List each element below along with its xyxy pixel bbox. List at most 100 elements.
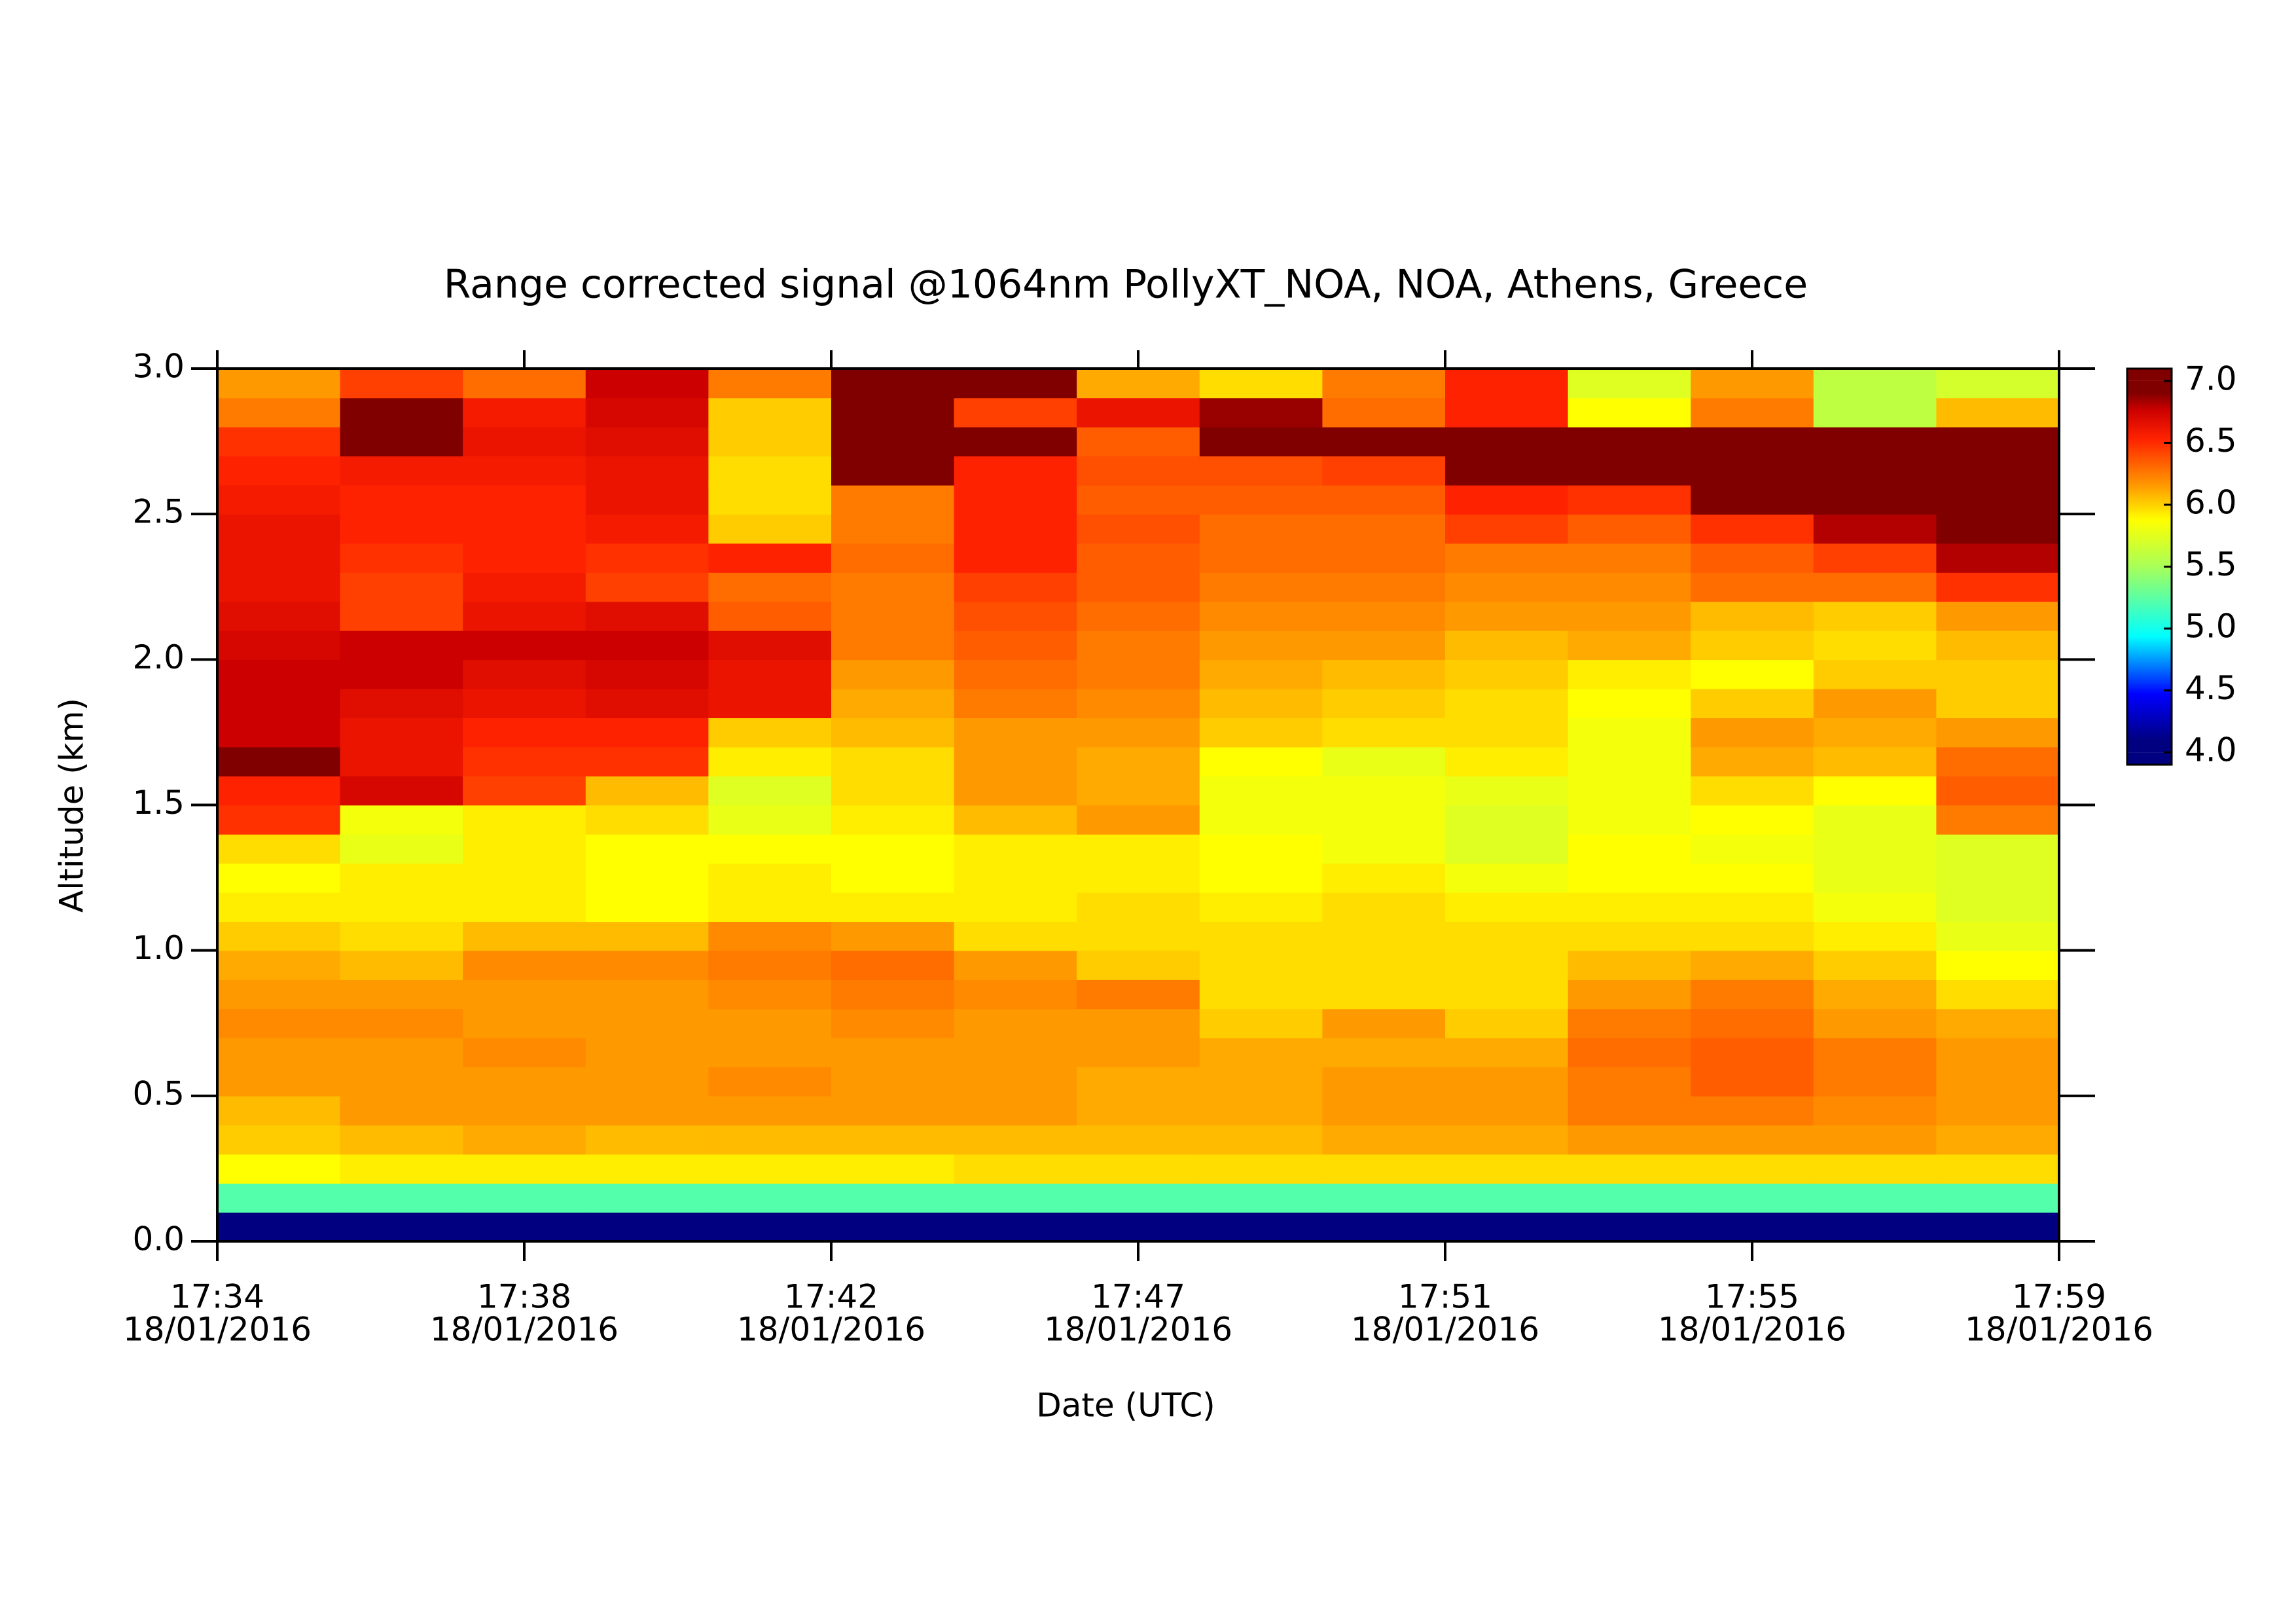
heatmap-cell bbox=[1691, 863, 1814, 893]
heatmap-cell bbox=[1936, 1154, 2060, 1184]
heatmap-cell bbox=[1813, 659, 1937, 689]
heatmap-cell bbox=[1936, 630, 2060, 661]
heatmap-cell bbox=[1077, 630, 1200, 661]
heatmap-cell bbox=[217, 630, 341, 661]
heatmap-cell bbox=[1936, 601, 2060, 631]
heatmap-cell bbox=[585, 630, 709, 661]
heatmap-cell bbox=[1568, 746, 1691, 776]
heatmap-cell bbox=[1813, 514, 1937, 544]
heatmap-cell bbox=[340, 1183, 463, 1213]
heatmap-cell bbox=[217, 1125, 341, 1155]
heatmap-cell bbox=[217, 979, 341, 1010]
heatmap-cell bbox=[1445, 746, 1569, 776]
heatmap-cell bbox=[1199, 776, 1323, 806]
heatmap-cell bbox=[1077, 572, 1200, 602]
heatmap-cell bbox=[1077, 1067, 1200, 1097]
heatmap-cell bbox=[463, 369, 586, 399]
heatmap-cell bbox=[708, 833, 832, 864]
heatmap-cell bbox=[1568, 688, 1691, 718]
heatmap-cell bbox=[1936, 950, 2060, 980]
heatmap-cell bbox=[1813, 484, 1937, 515]
heatmap-cell bbox=[585, 863, 709, 893]
heatmap-cell bbox=[1813, 1095, 1937, 1126]
heatmap-cell bbox=[1813, 1067, 1937, 1097]
colorbar-tick-label: 4.5 bbox=[2185, 669, 2237, 707]
heatmap-cell bbox=[1199, 863, 1323, 893]
heatmap-cell bbox=[831, 484, 955, 515]
heatmap-cell bbox=[954, 369, 1077, 399]
heatmap-cell bbox=[831, 1212, 955, 1242]
heatmap-cell bbox=[1199, 1008, 1323, 1038]
heatmap-cell bbox=[1568, 630, 1691, 661]
heatmap-cell bbox=[1936, 1183, 2060, 1213]
heatmap-cell bbox=[1199, 1095, 1323, 1126]
heatmap-cell bbox=[831, 1008, 955, 1038]
heatmap-cell bbox=[1199, 659, 1323, 689]
heatmap-cell bbox=[1445, 543, 1569, 573]
heatmap-cell bbox=[340, 1067, 463, 1097]
heatmap-cell bbox=[1691, 746, 1814, 776]
heatmap-cell bbox=[831, 1037, 955, 1068]
heatmap-cell bbox=[1445, 1008, 1569, 1038]
heatmap-cell bbox=[708, 397, 832, 428]
heatmap-cell bbox=[1445, 979, 1569, 1010]
heatmap-cell bbox=[340, 863, 463, 893]
heatmap-cell bbox=[585, 369, 709, 399]
heatmap-cell bbox=[831, 892, 955, 922]
heatmap-cell bbox=[1691, 921, 1814, 951]
heatmap-cell bbox=[585, 601, 709, 631]
heatmap-cell bbox=[1077, 950, 1200, 980]
heatmap-cell bbox=[585, 543, 709, 573]
heatmap-cell bbox=[1691, 718, 1814, 748]
heatmap-cell bbox=[1077, 543, 1200, 573]
heatmap-cell bbox=[831, 369, 955, 399]
heatmap-cell bbox=[1077, 921, 1200, 951]
heatmap-cell bbox=[1199, 746, 1323, 776]
heatmap-cell bbox=[1445, 514, 1569, 544]
heatmap-cell bbox=[1077, 1212, 1200, 1242]
heatmap-cell bbox=[954, 718, 1077, 748]
heatmap-cell bbox=[1322, 397, 1446, 428]
heatmap-cell bbox=[954, 746, 1077, 776]
heatmap-cell bbox=[1936, 543, 2060, 573]
heatmap-cell bbox=[1445, 426, 1569, 457]
heatmap-cell bbox=[1691, 950, 1814, 980]
heatmap-cell bbox=[708, 1183, 832, 1213]
heatmap-cell bbox=[217, 1212, 341, 1242]
colorbar-tick-label: 7.0 bbox=[2185, 359, 2237, 397]
heatmap-cell bbox=[954, 1067, 1077, 1097]
heatmap-cell bbox=[1813, 718, 1937, 748]
heatmap-cell bbox=[1813, 1125, 1937, 1155]
heatmap-cell bbox=[1936, 746, 2060, 776]
heatmap-cell bbox=[463, 1154, 586, 1184]
heatmap-cell bbox=[340, 1008, 463, 1038]
heatmap-cell bbox=[1936, 514, 2060, 544]
heatmap-cell bbox=[585, 718, 709, 748]
heatmap-cell bbox=[1568, 950, 1691, 980]
heatmap-cell bbox=[1691, 1067, 1814, 1097]
heatmap-cell bbox=[1445, 833, 1569, 864]
heatmap-cell bbox=[1199, 688, 1323, 718]
heatmap-cell bbox=[708, 1037, 832, 1068]
heatmap-cell bbox=[340, 746, 463, 776]
heatmap-cell bbox=[585, 833, 709, 864]
heatmap-cell bbox=[1322, 833, 1446, 864]
heatmap-cell bbox=[1813, 369, 1937, 399]
heatmap-cell bbox=[1077, 659, 1200, 689]
heatmap-cell bbox=[954, 601, 1077, 631]
heatmap-cell bbox=[1936, 863, 2060, 893]
heatmap-cell bbox=[1691, 1183, 1814, 1213]
heatmap-cell bbox=[1813, 921, 1937, 951]
heatmap-cell bbox=[1199, 805, 1323, 835]
heatmap-cell bbox=[585, 805, 709, 835]
heatmap-cell bbox=[1813, 688, 1937, 718]
heatmap-cell bbox=[1568, 426, 1691, 457]
heatmap-cell bbox=[1568, 601, 1691, 631]
heatmap-cell bbox=[463, 514, 586, 544]
heatmap-cell bbox=[1936, 397, 2060, 428]
heatmap-cell bbox=[585, 1183, 709, 1213]
heatmap-cell bbox=[1077, 746, 1200, 776]
heatmap-cell bbox=[831, 688, 955, 718]
heatmap-cell bbox=[1322, 426, 1446, 457]
